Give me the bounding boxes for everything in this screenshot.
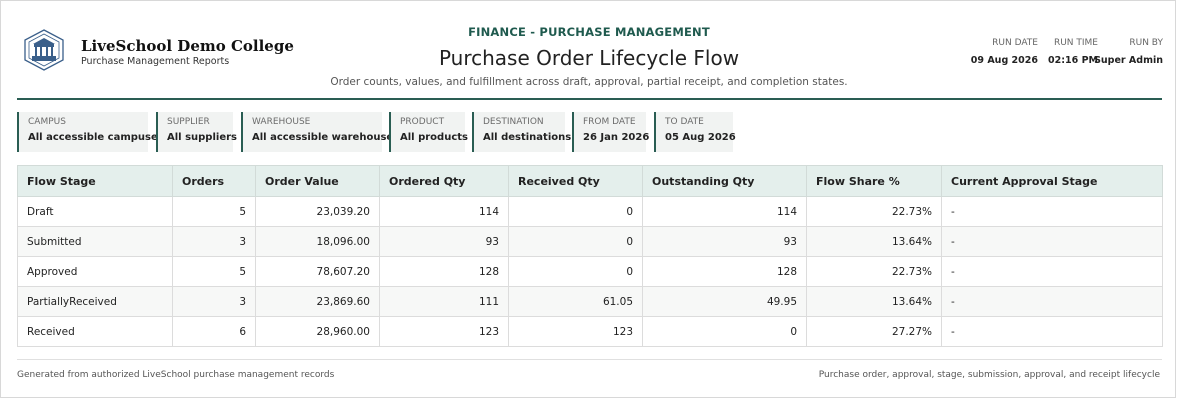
table-row: Received 6 28,960.00 123 123 0 27.27% - <box>17 316 1163 347</box>
table-row: Approved 5 78,607.20 128 0 128 22.73% - <box>17 256 1163 287</box>
report-subtitle: Order counts, values, and fulfillment ac… <box>330 76 848 88</box>
filter-product[interactable]: PRODUCT All products <box>389 112 468 152</box>
college-crest-icon <box>24 29 64 71</box>
cell-outstanding-qty: 49.95 <box>642 286 807 317</box>
column-header[interactable]: Outstanding Qty <box>642 165 807 197</box>
cell-orders: 5 <box>172 256 256 287</box>
table-header-row: Flow Stage Orders Order Value Ordered Qt… <box>17 165 1163 197</box>
column-header[interactable]: Flow Share % <box>806 165 942 197</box>
cell-flow-share: 13.64% <box>806 286 942 317</box>
column-header[interactable]: Current Approval Stage <box>941 165 1163 197</box>
filter-campus[interactable]: CAMPUS All accessible campuses <box>17 112 164 152</box>
filter-label: SUPPLIER <box>167 117 210 127</box>
cell-flow-share: 13.64% <box>806 226 942 257</box>
table-row: Draft 5 23,039.20 114 0 114 22.73% - <box>17 196 1163 227</box>
cell-received-qty: 0 <box>508 196 643 227</box>
filter-label: TO DATE <box>665 117 704 127</box>
footer-generated-note: Generated from authorized LiveSchool pur… <box>17 370 335 380</box>
run-date-label: RUN DATE <box>992 38 1038 48</box>
run-time-value: 02:16 PM <box>1048 55 1098 66</box>
filter-label: DESTINATION <box>483 117 544 127</box>
report-title-block: FINANCE - PURCHASE MANAGEMENT Purchase O… <box>301 25 877 88</box>
cell-flow-share: 22.73% <box>806 196 942 227</box>
run-time: RUN TIME 02:16 PM <box>1048 38 1098 66</box>
filter-value: All accessible campuses <box>28 132 164 143</box>
filter-label: FROM DATE <box>583 117 636 127</box>
filter-supplier[interactable]: SUPPLIER All suppliers <box>156 112 237 152</box>
column-header[interactable]: Flow Stage <box>17 165 173 197</box>
cell-order-value: 23,869.60 <box>255 286 380 317</box>
cell-approval-stage: - <box>941 196 1163 227</box>
run-time-label: RUN TIME <box>1053 38 1098 48</box>
cell-order-value: 78,607.20 <box>255 256 380 287</box>
cell-flow-stage: PartiallyReceived <box>17 286 173 317</box>
cell-ordered-qty: 128 <box>379 256 509 287</box>
cell-flow-stage: Submitted <box>17 226 173 257</box>
filter-value: All accessible warehouses <box>252 132 400 143</box>
cell-flow-stage: Received <box>17 316 173 347</box>
lifecycle-table: Flow Stage Orders Order Value Ordered Qt… <box>17 165 1163 347</box>
cell-orders: 3 <box>172 286 256 317</box>
table-row: Submitted 3 18,096.00 93 0 93 13.64% - <box>17 226 1163 257</box>
cell-outstanding-qty: 0 <box>642 316 807 347</box>
filter-value: 05 Aug 2026 <box>665 132 736 143</box>
cell-approval-stage: - <box>941 256 1163 287</box>
table-row: PartiallyReceived 3 23,869.60 111 61.05 … <box>17 286 1163 317</box>
report-header: LiveSchool Demo College Purchase Managem… <box>1 1 1177 99</box>
filter-warehouse[interactable]: WAREHOUSE All accessible warehouses <box>241 112 400 152</box>
cell-received-qty: 61.05 <box>508 286 643 317</box>
cell-flow-stage: Draft <box>17 196 173 227</box>
cell-ordered-qty: 114 <box>379 196 509 227</box>
filter-destination[interactable]: DESTINATION All destinations <box>472 112 572 152</box>
filter-value: All products <box>400 132 468 143</box>
cell-order-value: 18,096.00 <box>255 226 380 257</box>
column-header[interactable]: Ordered Qty <box>379 165 509 197</box>
report-eyebrow: FINANCE - PURCHASE MANAGEMENT <box>468 25 710 39</box>
cell-orders: 3 <box>172 226 256 257</box>
run-by-label: RUN BY <box>1129 38 1163 48</box>
cell-order-value: 28,960.00 <box>255 316 380 347</box>
college-subtitle: Purchase Management Reports <box>81 56 230 67</box>
filter-value: 26 Jan 2026 <box>583 132 650 143</box>
run-by: RUN BY Super Admin <box>1094 38 1163 66</box>
filter-label: WAREHOUSE <box>252 117 311 127</box>
cell-orders: 6 <box>172 316 256 347</box>
cell-received-qty: 0 <box>508 256 643 287</box>
filter-bar: CAMPUS All accessible campuses SUPPLIER … <box>17 112 1167 152</box>
filter-from-date[interactable]: FROM DATE 26 Jan 2026 <box>572 112 650 152</box>
run-date: RUN DATE 09 Aug 2026 <box>971 38 1038 66</box>
cell-flow-share: 22.73% <box>806 256 942 287</box>
filter-value: All destinations <box>483 132 572 143</box>
filter-to-date[interactable]: TO DATE 05 Aug 2026 <box>654 112 736 152</box>
column-header[interactable]: Orders <box>172 165 256 197</box>
cell-approval-stage: - <box>941 286 1163 317</box>
cell-approval-stage: - <box>941 226 1163 257</box>
cell-outstanding-qty: 114 <box>642 196 807 227</box>
cell-received-qty: 0 <box>508 226 643 257</box>
cell-outstanding-qty: 128 <box>642 256 807 287</box>
footer-divider <box>17 359 1162 360</box>
college-name: LiveSchool Demo College <box>81 37 294 55</box>
cell-order-value: 23,039.20 <box>255 196 380 227</box>
cell-approval-stage: - <box>941 316 1163 347</box>
column-header[interactable]: Received Qty <box>508 165 643 197</box>
cell-ordered-qty: 93 <box>379 226 509 257</box>
cell-flow-stage: Approved <box>17 256 173 287</box>
run-by-value: Super Admin <box>1094 55 1163 66</box>
cell-orders: 5 <box>172 196 256 227</box>
cell-received-qty: 123 <box>508 316 643 347</box>
cell-outstanding-qty: 93 <box>642 226 807 257</box>
header-divider <box>17 98 1162 100</box>
column-header[interactable]: Order Value <box>255 165 380 197</box>
page-title: Purchase Order Lifecycle Flow <box>438 46 740 70</box>
cell-flow-share: 27.27% <box>806 316 942 347</box>
footer-scope-note: Purchase order, approval, stage, submiss… <box>818 370 1160 380</box>
run-date-value: 09 Aug 2026 <box>970 55 1038 66</box>
filter-label: CAMPUS <box>28 117 66 127</box>
filter-label: PRODUCT <box>400 117 445 127</box>
filter-value: All suppliers <box>167 132 237 143</box>
cell-ordered-qty: 111 <box>379 286 509 317</box>
cell-ordered-qty: 123 <box>379 316 509 347</box>
